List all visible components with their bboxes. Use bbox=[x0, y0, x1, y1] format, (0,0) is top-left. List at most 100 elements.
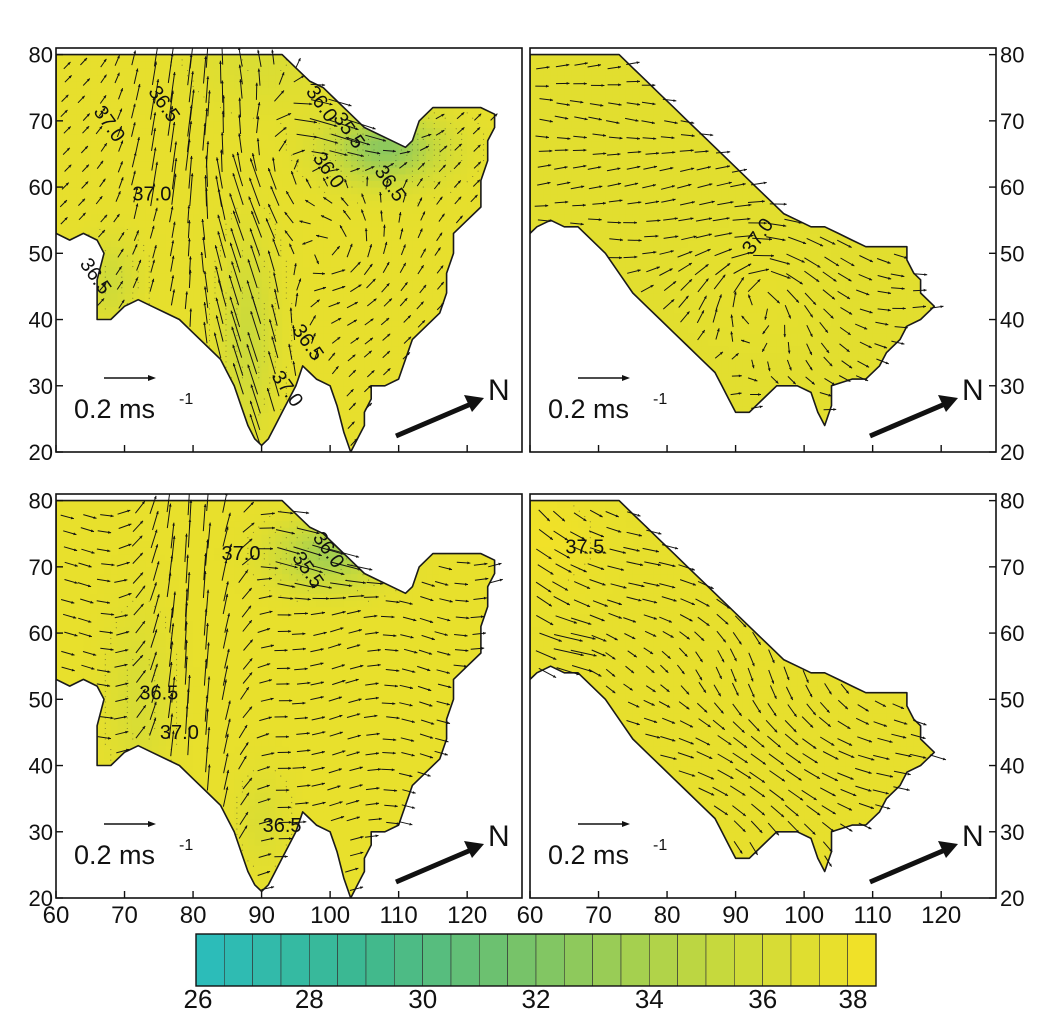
salinity-cell bbox=[158, 365, 167, 374]
current-vector bbox=[274, 90, 285, 102]
salinity-cell bbox=[138, 140, 146, 148]
current-vector bbox=[385, 179, 389, 190]
salinity-cell bbox=[193, 101, 201, 109]
salinity-cell bbox=[179, 412, 187, 420]
salinity-cell bbox=[158, 226, 167, 234]
salinity-cell bbox=[453, 54, 461, 56]
salinity-cell bbox=[138, 438, 146, 446]
salinity-cell bbox=[480, 81, 489, 89]
salinity-cell bbox=[110, 200, 119, 208]
salinity-cell bbox=[62, 286, 71, 294]
salinity-cell bbox=[350, 372, 359, 380]
salinity-cell bbox=[69, 233, 78, 241]
salinity-cell bbox=[199, 207, 208, 215]
salinity-cell bbox=[193, 438, 201, 446]
salinity-cell bbox=[501, 333, 509, 340]
salinity-cell bbox=[323, 240, 331, 248]
salinity-cell bbox=[234, 61, 242, 69]
salinity-cell bbox=[56, 332, 64, 340]
salinity-cell bbox=[76, 319, 85, 327]
salinity-cell bbox=[227, 412, 235, 420]
salinity-cell bbox=[343, 213, 352, 221]
salinity-cell bbox=[480, 147, 489, 155]
salinity-cell bbox=[323, 306, 331, 314]
salinity-cell bbox=[309, 425, 318, 433]
isoline-point bbox=[335, 144, 337, 146]
current-vector bbox=[309, 118, 338, 127]
salinity-cell bbox=[474, 365, 482, 374]
isoline-point bbox=[346, 149, 348, 151]
salinity-cell bbox=[343, 279, 352, 287]
salinity-cell bbox=[357, 187, 365, 195]
salinity-cell bbox=[357, 94, 365, 102]
salinity-cell bbox=[495, 339, 503, 346]
salinity-cell bbox=[83, 107, 91, 115]
isoline-point bbox=[208, 303, 211, 305]
salinity-cell bbox=[213, 120, 222, 129]
salinity-cell bbox=[467, 226, 475, 234]
current-vector bbox=[62, 147, 71, 155]
salinity-cell bbox=[165, 299, 174, 307]
salinity-cell bbox=[158, 319, 167, 327]
salinity-cell bbox=[206, 319, 215, 327]
salinity-cell bbox=[480, 114, 489, 122]
isoline-point bbox=[433, 181, 435, 183]
salinity-cell bbox=[508, 174, 516, 181]
salinity-cell bbox=[138, 352, 146, 360]
salinity-cell bbox=[151, 114, 160, 122]
salinity-cell bbox=[62, 193, 71, 201]
salinity-cell bbox=[302, 81, 311, 89]
salinity-cell bbox=[432, 233, 441, 241]
salinity-cell bbox=[199, 101, 208, 109]
isoline-point bbox=[411, 133, 413, 135]
salinity-cell bbox=[419, 339, 427, 347]
isoline-point bbox=[263, 260, 265, 262]
salinity-cell bbox=[117, 101, 126, 109]
salinity-cell bbox=[145, 352, 153, 360]
salinity-cell bbox=[138, 326, 146, 334]
salinity-cell bbox=[480, 120, 489, 129]
salinity-cell bbox=[165, 101, 174, 109]
isoline-point bbox=[225, 228, 227, 231]
salinity-cell bbox=[350, 220, 359, 228]
salinity-cell bbox=[220, 259, 228, 268]
salinity-cell bbox=[193, 200, 201, 208]
salinity-cell bbox=[213, 412, 222, 420]
isoline-point bbox=[351, 154, 353, 156]
salinity-cell bbox=[165, 187, 174, 195]
salinity-cell bbox=[186, 438, 194, 446]
salinity-cell bbox=[302, 160, 311, 168]
salinity-cell bbox=[206, 359, 215, 367]
salinity-cell bbox=[76, 326, 85, 334]
salinity-cell bbox=[241, 352, 249, 360]
panel-top-left-north: N bbox=[395, 374, 510, 439]
salinity-cell bbox=[337, 346, 345, 354]
isoline-point bbox=[242, 49, 243, 50]
salinity-cell bbox=[384, 379, 393, 387]
salinity-cell bbox=[124, 293, 132, 301]
salinity-cell bbox=[467, 293, 475, 301]
salinity-cell bbox=[131, 233, 139, 241]
salinity-cell bbox=[268, 438, 276, 446]
salinity-cell bbox=[302, 253, 311, 261]
salinity-cell bbox=[426, 392, 434, 400]
salinity-cell bbox=[104, 438, 112, 446]
salinity-cell bbox=[104, 134, 112, 142]
salinity-cell bbox=[508, 293, 516, 300]
salinity-cell bbox=[295, 253, 304, 261]
salinity-cell bbox=[391, 299, 400, 307]
salinity-cell bbox=[446, 346, 455, 354]
salinity-cell bbox=[495, 207, 503, 214]
salinity-cell bbox=[501, 167, 509, 174]
current-vector bbox=[239, 79, 243, 99]
salinity-cell bbox=[261, 379, 270, 387]
salinity-cell bbox=[474, 120, 482, 129]
salinity-cell bbox=[391, 405, 400, 413]
salinity-cell bbox=[282, 67, 290, 76]
salinity-cell bbox=[316, 54, 324, 56]
salinity-cell bbox=[289, 273, 297, 281]
salinity-cell bbox=[124, 61, 132, 69]
isoline-point bbox=[137, 281, 139, 284]
isoline-point bbox=[208, 356, 211, 358]
salinity-cell bbox=[495, 94, 503, 101]
